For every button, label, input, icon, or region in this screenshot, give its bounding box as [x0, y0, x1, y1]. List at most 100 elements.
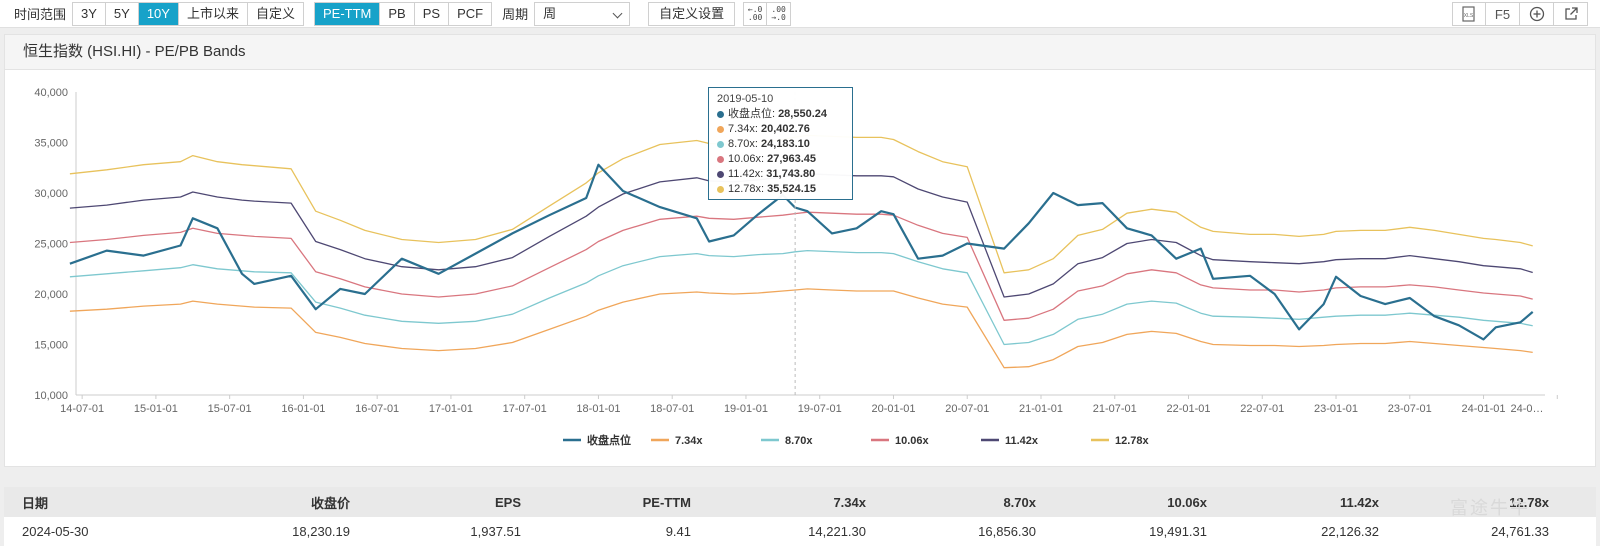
table-header-cell[interactable]: 收盘价 — [310, 495, 350, 511]
legend-label-4[interactable]: 11.42x — [1005, 435, 1039, 447]
range-label: 时间范围 — [14, 7, 67, 22]
y-tick-label: 20,000 — [34, 289, 68, 301]
metric-pe-ttm-button[interactable]: PE-TTM — [315, 2, 380, 25]
x-tick-label: 14-07-01 — [60, 403, 104, 415]
watermark-logo: 富途牛牛 — [1450, 498, 1530, 518]
tooltip-value: 27,963.45 — [767, 153, 817, 165]
metric-pb-button[interactable]: PB — [379, 2, 414, 25]
x-tick-label: 21-07-01 — [1093, 403, 1137, 415]
x-tick-label: 23-01-01 — [1314, 403, 1358, 415]
plus-circle-icon — [1529, 6, 1544, 22]
x-tick-label: 20-07-01 — [945, 403, 989, 415]
x-tick-label: 20-01-01 — [871, 403, 915, 415]
x-tick-label: 18-01-01 — [576, 403, 620, 415]
svg-text:XLS: XLS — [1464, 13, 1474, 19]
x-tick-label: 19-01-01 — [724, 403, 768, 415]
increase-decimal-icon: .00 →.0 — [771, 4, 786, 22]
right-tools: XLS F5 — [1452, 2, 1588, 26]
range-3y-button[interactable]: 3Y — [73, 2, 105, 25]
table-header-cell[interactable]: 日期 — [22, 495, 49, 511]
legend-label-3[interactable]: 10.06x — [895, 435, 930, 447]
table-header-cell[interactable]: EPS — [494, 494, 521, 510]
tooltip-dot-icon — [717, 141, 724, 148]
metric-pcf-button[interactable]: PCF — [448, 2, 492, 25]
y-tick-label: 35,000 — [34, 138, 68, 150]
tooltip-row: 12.78x: 35,524.15 — [717, 182, 844, 197]
x-tick-label: 24-0… — [1510, 403, 1543, 415]
decrease-decimal-button[interactable]: ←.0 .00 — [743, 1, 768, 26]
x-tick-label: 16-07-01 — [355, 403, 399, 415]
chevron-down-icon — [612, 8, 623, 18]
tooltip-value: 31,743.80 — [766, 168, 816, 180]
tooltip-row: 收盘点位: 28,550.24 — [717, 107, 844, 122]
tooltip-date: 2019-05-10 — [717, 93, 774, 105]
excel-icon: XLS — [1462, 6, 1475, 22]
tooltip-label: 收盘点位: — [728, 108, 776, 120]
add-button[interactable] — [1520, 2, 1554, 26]
decrease-decimal-icon: ←.0 .00 — [747, 4, 763, 22]
custom-settings-button[interactable]: 自定义设置 — [648, 1, 736, 26]
table-header-cell[interactable]: 7.34x — [833, 494, 866, 510]
x-tick-label: 18-07-01 — [650, 403, 694, 415]
x-tick-label: 17-07-01 — [503, 403, 547, 415]
x-tick-label: 22-07-01 — [1240, 403, 1284, 415]
series-line-3 — [69, 211, 1533, 321]
f5-button[interactable]: F5 — [1486, 2, 1520, 26]
tooltip-label: 11.42x: — [728, 168, 764, 180]
period-select-value: 周 — [543, 5, 557, 21]
table-header-cell[interactable]: 12.78x — [1509, 494, 1549, 510]
external-link-icon — [1564, 7, 1578, 20]
x-tick-label: 23-07-01 — [1388, 403, 1432, 415]
table-header-cell[interactable]: PE-TTM — [642, 494, 691, 510]
range-5y-button[interactable]: 5Y — [104, 2, 138, 25]
table-cell: 2024-05-30 — [22, 524, 89, 539]
range-since-listing-button[interactable]: 上市以来 — [177, 2, 247, 25]
toolbar: 时间范围 3Y 5Y 10Y 上市以来 自定义 PE-TTM PB PS PCF… — [0, 0, 1600, 28]
table-cell: 24,761.33 — [1491, 524, 1549, 539]
tooltip-row: 11.42x: 31,743.80 — [717, 167, 844, 182]
chart-title: 恒生指数 (HSI.HI) - PE/PB Bands — [4, 34, 1596, 70]
legend-label-5[interactable]: 12.78x — [1115, 435, 1150, 447]
x-tick-label: 19-07-01 — [798, 403, 842, 415]
table-cell: 16,856.30 — [978, 524, 1036, 539]
legend-label-0[interactable]: 收盘点位 — [587, 433, 631, 447]
export-excel-button[interactable]: XLS — [1452, 2, 1486, 26]
table-cell: 18,230.19 — [292, 524, 350, 539]
tooltip-label: 12.78x: — [728, 183, 765, 195]
series-line-5 — [69, 134, 1533, 274]
series-line-1 — [69, 288, 1533, 369]
tooltip-row: 8.70x: 24,183.10 — [717, 137, 844, 152]
table-cell: 22,126.32 — [1321, 524, 1379, 539]
y-tick-label: 25,000 — [34, 239, 68, 251]
range-custom-button[interactable]: 自定义 — [246, 2, 303, 25]
x-tick-label: 21-01-01 — [1019, 403, 1063, 415]
x-tick-label: 24-01-01 — [1462, 403, 1506, 415]
tooltip-row: 7.34x: 20,402.76 — [717, 122, 844, 137]
tooltip-value: 35,524.15 — [767, 183, 817, 195]
table-header-cell[interactable]: 8.70x — [1003, 494, 1036, 510]
table-header-cell[interactable]: 11.42x — [1339, 494, 1379, 510]
pe-band-chart[interactable]: 40,000 35,000 30,000 25,000 20,000 15,000 10,0… — [5, 70, 1595, 466]
metric-ps-button[interactable]: PS — [413, 2, 449, 25]
period-select[interactable]: 周 — [534, 1, 631, 26]
range-10y-button[interactable]: 10Y — [137, 2, 178, 25]
tooltip-dot-icon — [717, 156, 724, 163]
tooltip-dot-icon — [717, 111, 724, 118]
metric-selector: PE-TTM PB PS PCF — [314, 1, 493, 26]
open-external-button[interactable] — [1554, 2, 1588, 26]
period-label: 周期 — [502, 7, 529, 22]
tooltip-row: 10.06x: 27,963.45 — [717, 152, 844, 167]
table-cell: 1,937.51 — [470, 524, 521, 539]
tooltip-value: 28,550.24 — [778, 108, 827, 120]
increase-decimal-button[interactable]: .00 →.0 — [767, 1, 792, 26]
table-header-cell[interactable]: 10.06x — [1167, 494, 1207, 510]
x-tick-label: 16-01-01 — [281, 403, 325, 415]
y-tick-label: 30,000 — [34, 188, 68, 200]
table-cell: 19,491.31 — [1149, 524, 1207, 539]
x-tick-label: 15-07-01 — [208, 403, 252, 415]
tooltip-dot-icon — [717, 126, 724, 133]
tooltip-value: 20,402.76 — [760, 123, 810, 135]
tooltip-label: 10.06x: — [728, 153, 765, 165]
legend-label-2[interactable]: 8.70x — [785, 435, 813, 447]
legend-label-1[interactable]: 7.34x — [675, 435, 703, 447]
